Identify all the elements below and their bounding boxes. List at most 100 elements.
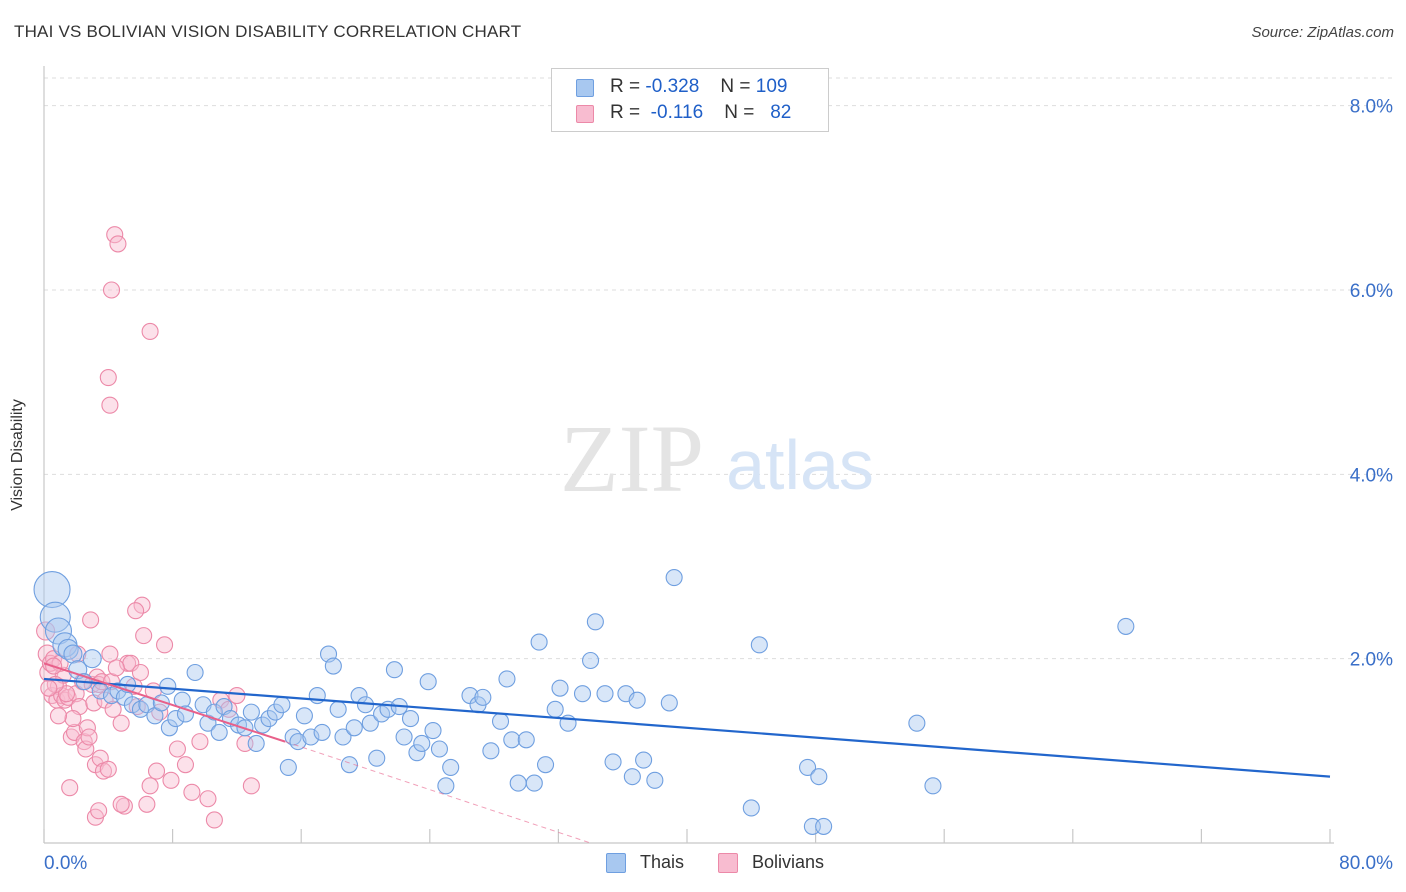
thais-point <box>273 696 291 714</box>
trend-line-thais <box>43 677 1331 778</box>
thais-point <box>408 744 426 762</box>
y-tick-label: 4.0% <box>1350 465 1393 486</box>
thais-point <box>247 734 265 753</box>
legend-swatch-bolivians <box>576 105 594 123</box>
bolivians-point <box>135 627 153 645</box>
thais-point <box>442 758 460 776</box>
bolivians-point <box>205 811 223 829</box>
thais-point <box>437 777 455 795</box>
thais-point <box>419 673 437 691</box>
thais-point <box>503 731 521 749</box>
thais-point <box>167 710 185 728</box>
thais-point <box>401 710 420 728</box>
thais-point <box>665 569 683 587</box>
thais-point <box>430 740 448 758</box>
thais-point <box>82 649 102 669</box>
thais-point <box>646 771 664 789</box>
legend-swatch-thais <box>576 79 594 97</box>
thais-point <box>160 719 178 737</box>
bolivians-point <box>101 396 119 414</box>
bolivians-point <box>242 777 260 795</box>
bolivians-point <box>80 728 98 746</box>
series-bolivians <box>36 226 260 829</box>
trend-line-bolivians <box>43 662 286 743</box>
thais-point <box>329 700 347 718</box>
thais-point <box>44 617 73 645</box>
thais-point <box>530 633 548 651</box>
thais-point <box>205 703 223 721</box>
thais-point <box>815 817 833 835</box>
thais-point <box>289 733 307 751</box>
thais-point <box>313 723 331 741</box>
tick-labels: 2.0% 4.0% 6.0% 8.0% 0.0% 80.0% <box>44 97 1393 874</box>
legend-text-thais: R = -0.328 N = 109 <box>610 76 787 98</box>
thais-point <box>623 768 641 786</box>
thais-point <box>604 753 622 771</box>
bolivians-point <box>90 802 108 820</box>
thais-point <box>908 714 926 732</box>
bolivians-point <box>49 707 68 725</box>
x-tick-label-min: 0.0% <box>44 853 87 874</box>
bolivians-point <box>191 733 209 751</box>
x-tick-label-max: 80.0% <box>1339 853 1393 874</box>
bolivians-point <box>107 659 125 677</box>
bolivians-point <box>57 685 76 703</box>
bolivians-point <box>112 714 130 732</box>
bolivians-point <box>138 795 156 813</box>
legend-n-value: 82 <box>770 102 792 123</box>
series-thais <box>33 569 1135 835</box>
bolivians-point <box>64 710 82 728</box>
chart-source: Source: ZipAtlas.com <box>1251 24 1394 41</box>
bolivians-point <box>162 771 180 789</box>
legend-n-value: 109 <box>755 76 788 97</box>
correlation-legend: R = -0.328 N = 109 R = -0.116 N = 82 <box>551 68 829 132</box>
thais-point <box>596 685 614 703</box>
thais-point <box>260 710 278 728</box>
bolivians-point <box>62 728 80 746</box>
thais-point <box>474 688 492 706</box>
thais-point <box>742 799 760 817</box>
thais-point <box>635 751 653 769</box>
bolivians-point <box>156 636 174 654</box>
thais-point <box>924 777 942 795</box>
watermark: ZIP atlas <box>560 405 874 512</box>
thais-point <box>546 700 564 718</box>
thais-point <box>385 661 403 679</box>
thais-point <box>536 756 555 774</box>
thais-point <box>660 694 678 712</box>
thais-point <box>810 768 828 786</box>
trend-lines <box>43 662 1331 844</box>
thais-point <box>581 651 600 670</box>
bolivians-point <box>141 777 159 795</box>
bottom-legend-swatch-thais <box>606 853 626 873</box>
thais-point <box>1117 617 1135 635</box>
bolivians-point <box>104 700 122 718</box>
thais-point <box>123 696 141 714</box>
thais-point <box>750 636 768 654</box>
bottom-legend-swatch-bolivians <box>718 853 738 873</box>
thais-point <box>186 663 204 682</box>
bolivians-point <box>127 602 145 620</box>
bolivians-point <box>40 679 58 697</box>
grid-lines <box>44 77 1392 660</box>
bolivians-point <box>176 756 195 774</box>
thais-point <box>482 742 500 760</box>
thais-point <box>368 749 386 767</box>
bolivians-point <box>99 368 117 387</box>
thais-point <box>33 570 71 609</box>
thais-point <box>279 758 297 776</box>
thais-point <box>498 670 516 688</box>
y-tick-label: 2.0% <box>1350 650 1393 671</box>
bottom-legend-label-bolivians: Bolivians <box>752 852 825 872</box>
thais-point <box>799 758 817 776</box>
thais-point <box>159 677 177 695</box>
thais-point <box>334 728 352 746</box>
thais-point <box>395 728 413 746</box>
thais-point <box>284 728 302 746</box>
thais-point <box>340 756 358 774</box>
legend-n-label: N = <box>720 76 751 97</box>
thais-point <box>345 719 363 737</box>
thais-point <box>517 731 535 749</box>
bolivians-point <box>102 281 121 299</box>
bolivians-point <box>61 779 79 797</box>
